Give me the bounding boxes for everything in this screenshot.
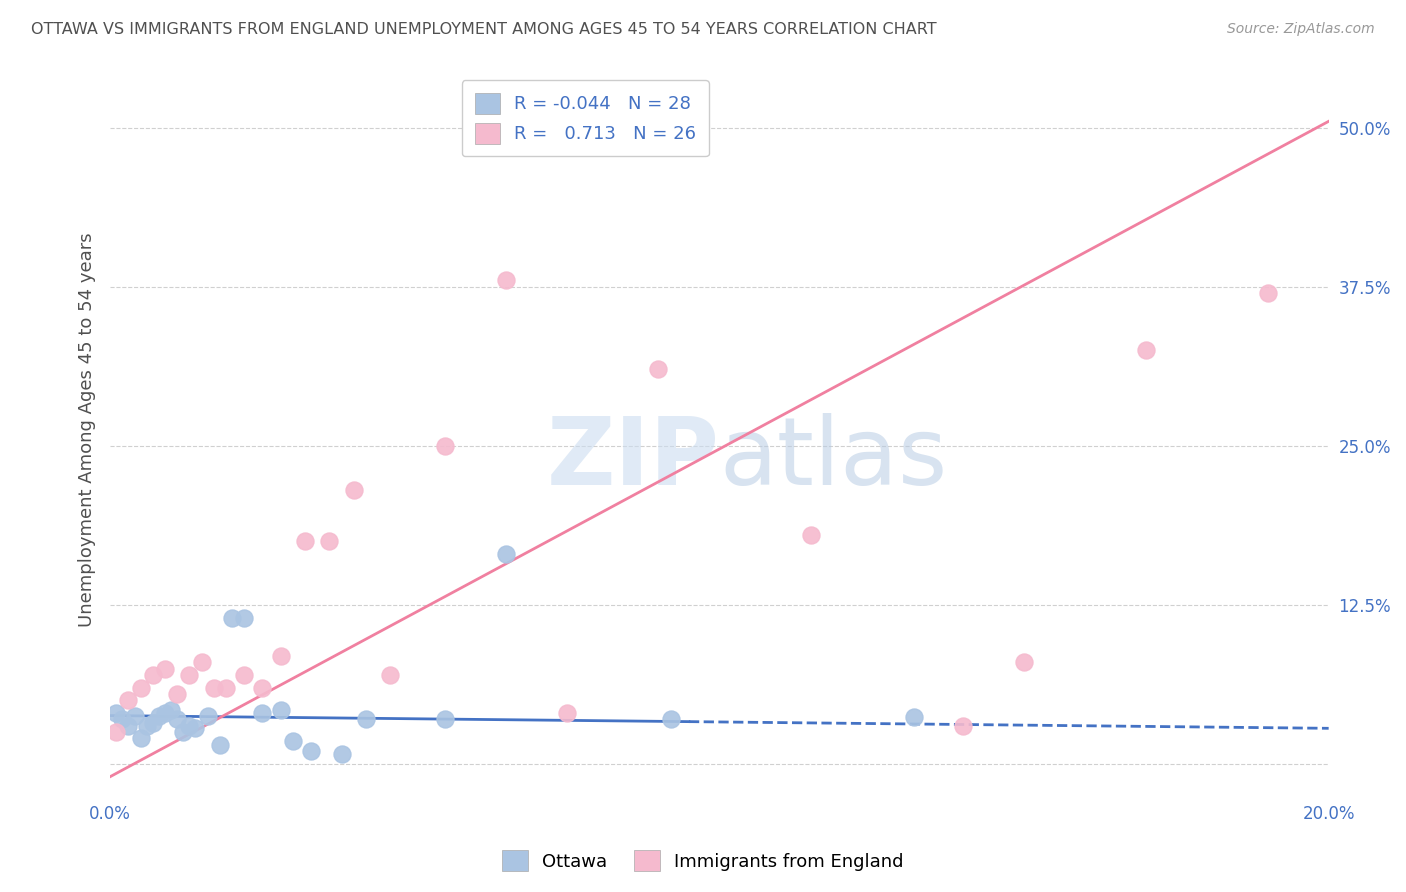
Point <box>135 719 157 733</box>
Point <box>166 713 188 727</box>
Text: ZIP: ZIP <box>547 413 720 505</box>
Point <box>184 721 207 735</box>
Point <box>153 661 176 675</box>
Point <box>270 704 292 718</box>
Point <box>1257 286 1279 301</box>
Point <box>294 534 316 549</box>
Text: Source: ZipAtlas.com: Source: ZipAtlas.com <box>1227 22 1375 37</box>
Point <box>647 362 669 376</box>
Point <box>179 668 201 682</box>
Point <box>233 610 256 624</box>
Point <box>179 719 201 733</box>
Point <box>952 719 974 733</box>
Point <box>129 731 152 746</box>
Point <box>117 719 139 733</box>
Point <box>903 710 925 724</box>
Point <box>160 704 183 718</box>
Point <box>105 706 128 720</box>
Point <box>142 716 165 731</box>
Point <box>197 708 219 723</box>
Point <box>495 273 517 287</box>
Point <box>111 713 134 727</box>
Point <box>343 483 366 498</box>
Point <box>142 668 165 682</box>
Point <box>380 668 402 682</box>
Text: atlas: atlas <box>720 413 948 505</box>
Point <box>281 734 304 748</box>
Point <box>270 648 292 663</box>
Point <box>148 708 170 723</box>
Y-axis label: Unemployment Among Ages 45 to 54 years: Unemployment Among Ages 45 to 54 years <box>79 233 96 627</box>
Point <box>330 747 353 761</box>
Point <box>318 534 340 549</box>
Point <box>221 610 243 624</box>
Point <box>495 547 517 561</box>
Point <box>299 744 322 758</box>
Point <box>434 713 457 727</box>
Point <box>172 725 194 739</box>
Point <box>233 668 256 682</box>
Point <box>1012 655 1035 669</box>
Text: OTTAWA VS IMMIGRANTS FROM ENGLAND UNEMPLOYMENT AMONG AGES 45 TO 54 YEARS CORRELA: OTTAWA VS IMMIGRANTS FROM ENGLAND UNEMPL… <box>31 22 936 37</box>
Point <box>129 681 152 695</box>
Legend: Ottawa, Immigrants from England: Ottawa, Immigrants from England <box>495 843 911 879</box>
Point <box>202 681 225 695</box>
Point <box>166 687 188 701</box>
Point <box>208 738 231 752</box>
Point <box>215 681 238 695</box>
Point <box>555 706 578 720</box>
Point <box>153 706 176 720</box>
Point <box>1135 343 1157 358</box>
Point <box>800 528 823 542</box>
Legend: R = -0.044   N = 28, R =   0.713   N = 26: R = -0.044 N = 28, R = 0.713 N = 26 <box>463 80 709 156</box>
Point <box>117 693 139 707</box>
Point <box>354 713 377 727</box>
Point <box>252 706 274 720</box>
Point <box>105 725 128 739</box>
Point <box>252 681 274 695</box>
Point <box>659 713 682 727</box>
Point <box>190 655 212 669</box>
Point <box>434 439 457 453</box>
Point <box>124 708 146 723</box>
